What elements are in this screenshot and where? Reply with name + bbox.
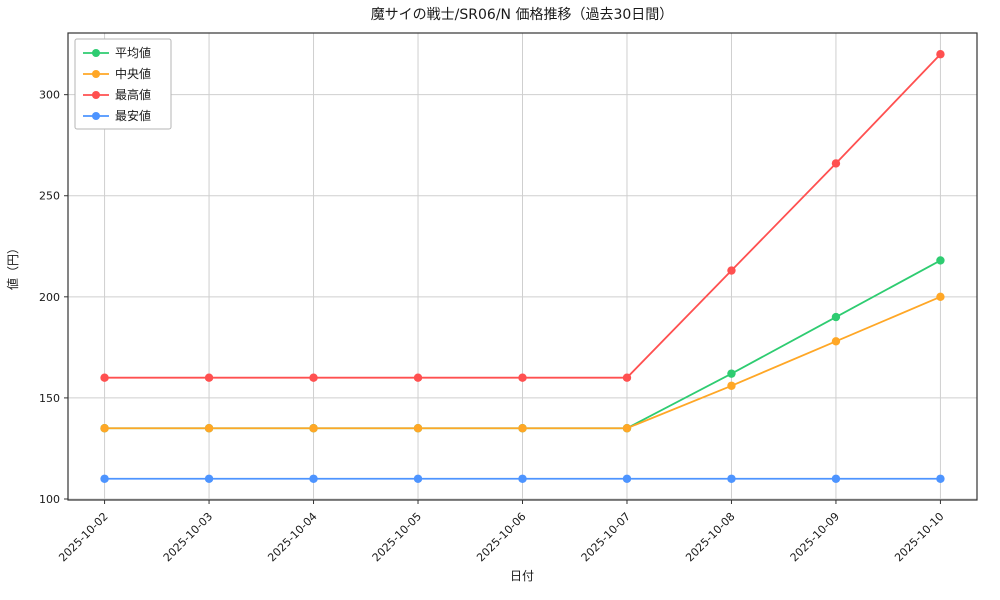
- x-tick-label: 2025-10-06: [474, 510, 528, 564]
- series-point: [309, 474, 318, 483]
- plot-border: [67, 32, 978, 501]
- legend-label: 最安値: [115, 108, 151, 123]
- y-axis-label: 値（円）: [5, 242, 20, 290]
- legend-marker: [92, 112, 100, 120]
- x-axis-label: 日付: [510, 569, 534, 583]
- x-tick-label: 2025-10-09: [788, 510, 842, 564]
- series-point: [727, 266, 736, 275]
- x-tick-label: 2025-10-07: [579, 510, 633, 564]
- series-point: [413, 373, 423, 382]
- series-point: [100, 424, 109, 433]
- x-tick-label: 2025-10-02: [56, 510, 110, 564]
- y-tick-label: 250: [39, 190, 60, 203]
- y-tick-label: 100: [39, 493, 60, 506]
- series-point: [518, 424, 527, 433]
- series-point: [936, 474, 945, 483]
- legend-box: [74, 38, 172, 130]
- series-point: [518, 373, 527, 382]
- chart-generated-layer: 2025-10-02 2025-10-03 2025-10-04 2025-10-05…: [39, 32, 978, 564]
- series-point: [727, 369, 736, 378]
- legend-marker: [92, 91, 100, 99]
- series-point: [622, 474, 632, 483]
- series-point: [622, 373, 632, 382]
- x-tick-label: 2025-10-08: [683, 510, 737, 564]
- series-point: [936, 50, 945, 59]
- series-point: [413, 474, 423, 483]
- y-tick-label: 150: [39, 392, 60, 405]
- series-point: [727, 381, 736, 390]
- series-point: [100, 373, 109, 382]
- series-point: [831, 159, 841, 168]
- x-tick-label: 2025-10-05: [370, 510, 424, 564]
- series-point: [831, 474, 841, 483]
- legend-marker: [92, 49, 100, 57]
- legend-marker: [92, 70, 100, 78]
- x-tick-label: 2025-10-10: [892, 510, 946, 564]
- series-point: [100, 474, 109, 483]
- series-point: [204, 424, 214, 433]
- series-point: [204, 474, 214, 483]
- legend-label: 平均値: [115, 45, 151, 60]
- series-point: [622, 424, 632, 433]
- series-point: [936, 256, 945, 265]
- series-point: [831, 337, 841, 346]
- y-tick-label: 300: [39, 89, 60, 102]
- series-point: [518, 474, 527, 483]
- chart-title: 魔サイの戦士/SR06/N 価格推移（過去30日間）: [371, 7, 674, 23]
- y-tick-label: 200: [39, 291, 60, 304]
- series-point: [727, 474, 736, 483]
- x-tick-label: 2025-10-04: [265, 510, 319, 564]
- series-point: [831, 312, 841, 322]
- series-point: [936, 292, 945, 302]
- legend-label: 最高値: [115, 87, 151, 102]
- series-point: [413, 424, 423, 433]
- series-point: [204, 373, 214, 382]
- series-point: [309, 373, 318, 382]
- legend-label: 中央値: [115, 66, 151, 81]
- series-point: [309, 424, 318, 433]
- x-tick-label: 2025-10-03: [161, 510, 215, 564]
